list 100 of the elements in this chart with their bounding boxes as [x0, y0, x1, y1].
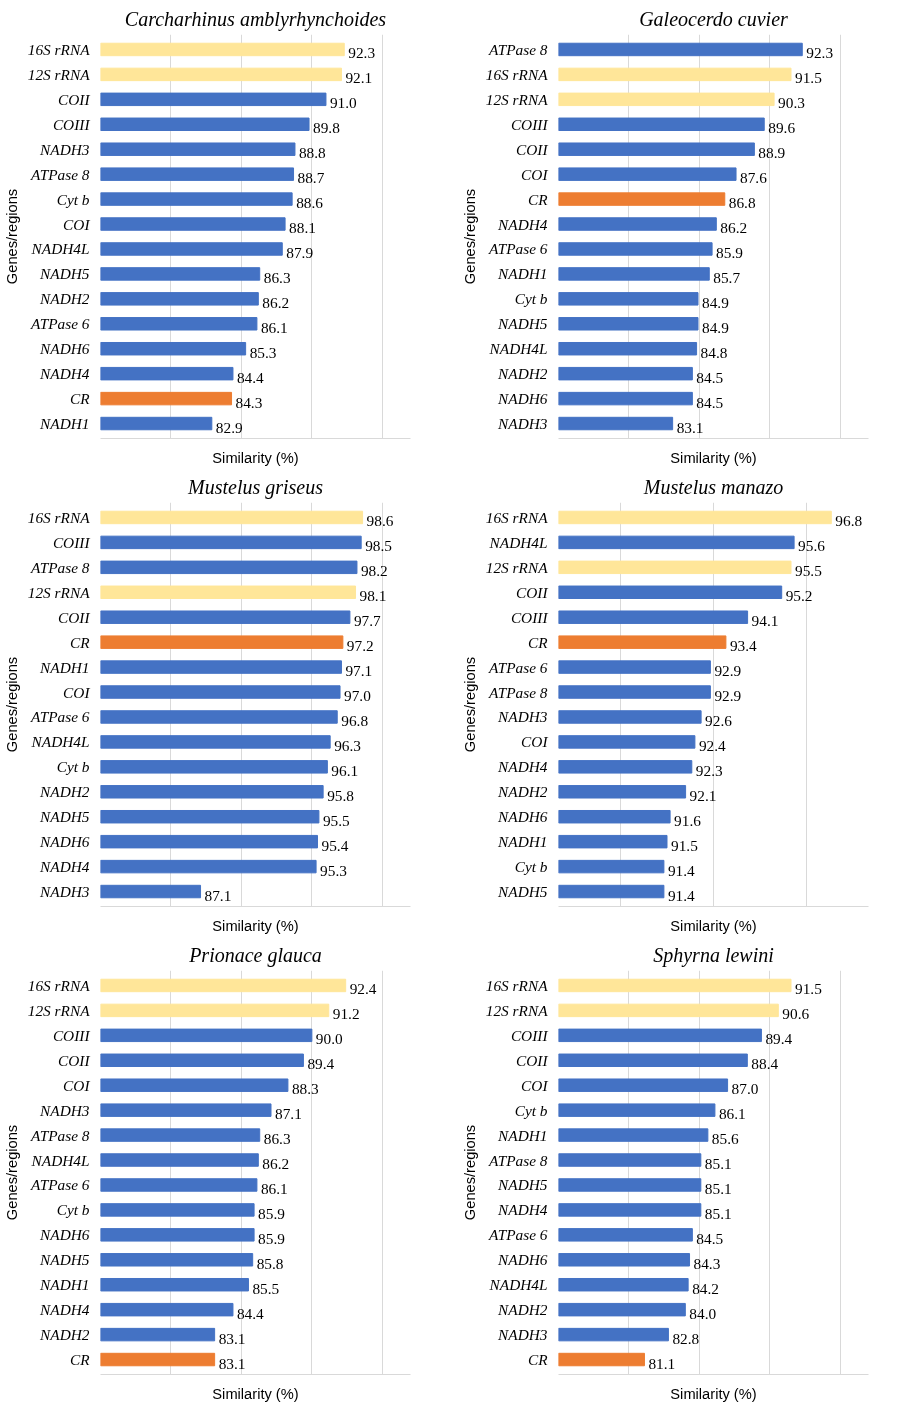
data-label: 85.8 — [256, 1254, 284, 1272]
y-tick-label: CR — [69, 1351, 91, 1369]
data-label: 98.2 — [360, 562, 388, 580]
data-label: 96.8 — [835, 512, 863, 530]
y-tick-label: NADH3 — [497, 708, 548, 726]
y-tick-label: 16S rRNA — [485, 508, 549, 526]
data-label: 92.4 — [349, 980, 377, 998]
y-axis-title: Genes/regions — [3, 656, 20, 753]
data-label: 89.6 — [768, 119, 796, 137]
data-label: 91.2 — [332, 1005, 360, 1023]
y-tick-label: NADH3 — [39, 1101, 90, 1119]
data-label: 86.1 — [260, 318, 288, 336]
y-tick-label: ATPase 6 — [487, 658, 548, 676]
y-tick-label: 16S rRNA — [485, 976, 549, 994]
y-tick-label: NADH1 — [497, 833, 548, 851]
y-tick-label: COIII — [510, 1026, 549, 1044]
y-tick-label: NADH5 — [39, 265, 90, 283]
y-tick-label: COI — [521, 1076, 549, 1094]
y-tick-label: COI — [63, 683, 91, 701]
data-label: 95.6 — [798, 537, 826, 555]
data-label: 84.5 — [696, 368, 724, 386]
y-tick-label: ATPase 8 — [487, 40, 548, 58]
y-axis-title: Genes/regions — [3, 1124, 20, 1221]
y-tick-label: NADH3 — [39, 883, 90, 901]
data-label: 89.4 — [307, 1055, 335, 1073]
y-tick-label: COII — [516, 1051, 549, 1069]
data-label: 87.1 — [204, 886, 232, 904]
y-tick-label: CR — [69, 633, 91, 651]
y-tick-label: COIII — [52, 1026, 91, 1044]
data-label: 86.3 — [263, 1130, 291, 1148]
data-label: 84.8 — [700, 343, 728, 361]
y-tick-label: 12S rRNA — [485, 90, 549, 108]
y-tick-label: COII — [516, 583, 549, 601]
y-tick-label: NADH5 — [39, 808, 90, 826]
data-label: 85.1 — [704, 1204, 732, 1222]
y-tick-label: NADH4L — [30, 1151, 90, 1169]
data-label: 95.3 — [320, 861, 348, 879]
data-label: 92.3 — [348, 44, 376, 62]
x-axis-title: Similarity (%) — [670, 917, 757, 934]
data-label: 85.9 — [258, 1229, 286, 1247]
data-label: 95.2 — [785, 587, 813, 605]
data-label: 86.3 — [263, 268, 291, 286]
data-label: 91.5 — [671, 836, 699, 854]
data-label: 89.8 — [313, 119, 341, 137]
data-label: 91.4 — [667, 861, 696, 879]
y-tick-label: ATPase 8 — [487, 683, 548, 701]
data-label: 92.1 — [345, 69, 373, 87]
data-label: 88.3 — [291, 1080, 320, 1098]
data-label: 95.5 — [795, 562, 823, 580]
data-label: 92.3 — [695, 761, 723, 779]
data-label: 91.5 — [795, 980, 823, 998]
data-label: 84.4 — [236, 1304, 265, 1322]
data-label: 83.1 — [218, 1354, 246, 1372]
data-label: 85.7 — [713, 268, 741, 286]
y-tick-label: NADH2 — [39, 1326, 90, 1344]
data-label: 85.1 — [704, 1155, 732, 1173]
y-tick-label: 16S rRNA — [27, 976, 91, 994]
y-tick-label: CR — [69, 390, 91, 408]
y-tick-label: NADH6 — [497, 1251, 548, 1269]
data-label: 84.0 — [689, 1304, 717, 1322]
data-label: 88.6 — [296, 194, 324, 212]
y-tick-label: 16S rRNA — [485, 65, 549, 83]
data-label: 84.2 — [692, 1279, 719, 1297]
data-label: 95.5 — [322, 811, 351, 829]
data-label: 95.8 — [327, 786, 355, 804]
data-label: 87.9 — [286, 243, 314, 261]
y-tick-label: NADH6 — [39, 1226, 90, 1244]
data-label: 91.5 — [795, 69, 823, 87]
y-tick-label: NADH4 — [497, 758, 548, 776]
y-tick-label: Cyt b — [56, 1201, 90, 1219]
y-tick-label: 12S rRNA — [27, 65, 91, 83]
chart-title: Mustelus griseus — [187, 475, 324, 499]
y-tick-label: ATPase 6 — [487, 240, 548, 258]
y-tick-label: 12S rRNA — [27, 1001, 91, 1019]
data-label: 90.0 — [315, 1030, 344, 1048]
data-label: 85.9 — [258, 1204, 286, 1222]
y-tick-label: NADH1 — [497, 1126, 548, 1144]
data-label: 86.8 — [728, 194, 756, 212]
y-tick-label: NADH2 — [39, 290, 90, 308]
data-label: 92.4 — [698, 736, 727, 754]
y-tick-label: CR — [527, 633, 549, 651]
y-tick-label: ATPase 6 — [29, 315, 90, 333]
y-tick-label: NADH4 — [497, 1201, 548, 1219]
y-tick-label: 16S rRNA — [27, 508, 91, 526]
y-tick-label: NADH3 — [39, 140, 90, 158]
y-tick-label: COII — [58, 90, 91, 108]
chart-title: Prionace glauca — [188, 943, 322, 967]
data-label: 97.2 — [346, 637, 374, 655]
data-label: 88.1 — [289, 219, 316, 237]
data-label: 98.1 — [359, 587, 387, 605]
data-label: 86.1 — [718, 1105, 746, 1123]
y-tick-label: NADH4L — [30, 240, 90, 258]
y-tick-label: NADH4 — [39, 365, 90, 383]
y-tick-label: NADH4L — [488, 1276, 548, 1294]
data-label: 85.1 — [704, 1179, 732, 1197]
data-label: 92.1 — [689, 786, 717, 804]
data-label: 85.5 — [252, 1279, 280, 1297]
y-tick-label: COI — [63, 215, 91, 233]
data-label: 97.0 — [344, 687, 372, 705]
y-tick-label: NADH5 — [497, 1176, 548, 1194]
